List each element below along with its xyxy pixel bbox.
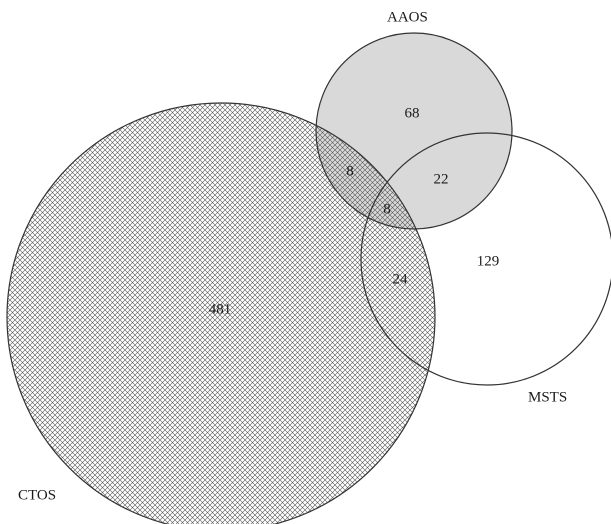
msts-label: MSTS (528, 389, 567, 405)
aaos-label: AAOS (387, 9, 428, 25)
region-ctos-aaos: 8 (346, 163, 354, 179)
msts-circle (360, 132, 611, 386)
ctos-label: CTOS (18, 487, 56, 503)
region-all-three: 8 (383, 201, 391, 217)
aaos-circle (315, 32, 513, 230)
ctos-fill (7, 103, 435, 524)
region-ctos-only: 481 (209, 301, 232, 317)
region-ctos-msts: 24 (393, 271, 409, 287)
ctos-circle (6, 102, 436, 524)
region-msts-only: 129 (477, 253, 500, 269)
region-aaos-msts: 22 (434, 171, 449, 187)
region-aaos-only: 68 (405, 105, 420, 121)
